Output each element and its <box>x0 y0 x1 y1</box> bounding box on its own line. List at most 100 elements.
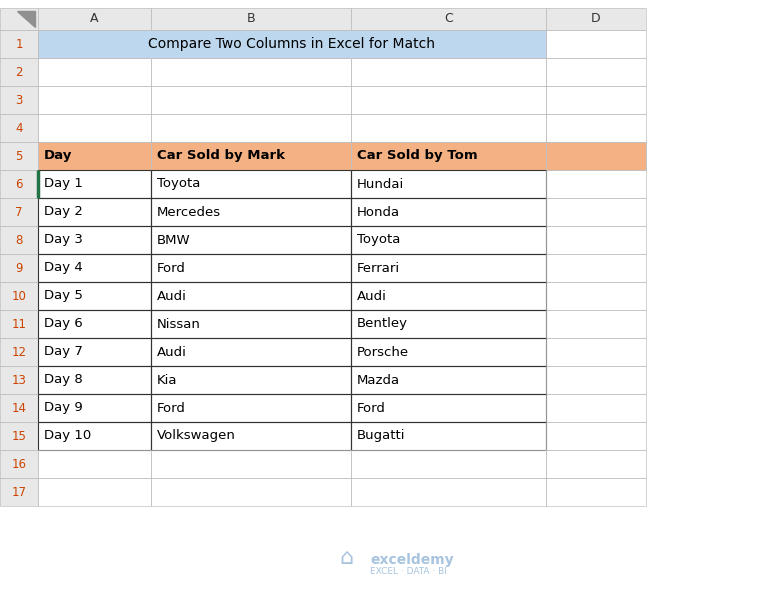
Bar <box>151 422 351 450</box>
Text: Day 9: Day 9 <box>44 402 83 415</box>
Text: 10: 10 <box>12 290 26 303</box>
Bar <box>151 170 351 198</box>
Bar <box>546 114 646 142</box>
Text: 8: 8 <box>15 234 23 247</box>
Text: Ford: Ford <box>157 402 186 415</box>
Text: Audi: Audi <box>357 290 387 303</box>
Bar <box>351 310 546 338</box>
Bar <box>0 58 38 86</box>
Text: 5: 5 <box>15 149 23 162</box>
Bar <box>151 394 351 422</box>
Text: Day: Day <box>44 149 72 162</box>
Bar <box>0 86 38 114</box>
Text: 13: 13 <box>12 373 26 386</box>
Bar <box>38 366 151 394</box>
Bar <box>546 30 646 58</box>
Bar <box>151 450 351 478</box>
Bar <box>0 254 38 282</box>
Text: Day 10: Day 10 <box>44 430 91 442</box>
Bar <box>38 394 151 422</box>
Bar <box>0 198 38 226</box>
Text: 6: 6 <box>15 178 23 191</box>
Bar <box>0 8 38 30</box>
Text: Day 5: Day 5 <box>44 290 83 303</box>
Text: Day 4: Day 4 <box>44 261 83 274</box>
Bar <box>351 198 546 226</box>
Bar <box>0 226 38 254</box>
Bar <box>0 366 38 394</box>
Text: Day 2: Day 2 <box>44 205 83 218</box>
Text: Day 7: Day 7 <box>44 346 83 359</box>
Text: Volkswagen: Volkswagen <box>157 430 236 442</box>
Text: Toyota: Toyota <box>357 234 400 247</box>
Bar <box>0 114 38 142</box>
Bar <box>38 226 151 254</box>
Bar <box>151 226 351 254</box>
Bar <box>151 58 351 86</box>
Text: Porsche: Porsche <box>357 346 409 359</box>
Text: D: D <box>591 12 601 25</box>
Text: Toyota: Toyota <box>157 178 200 191</box>
Bar <box>151 366 351 394</box>
Bar <box>38 254 151 282</box>
Text: Mazda: Mazda <box>357 373 400 386</box>
Bar <box>351 366 546 394</box>
Bar <box>351 142 546 170</box>
Bar <box>546 394 646 422</box>
Bar <box>38 198 151 226</box>
Bar <box>546 310 646 338</box>
Bar <box>0 170 38 198</box>
Text: Bugatti: Bugatti <box>357 430 406 442</box>
Text: Audi: Audi <box>157 290 187 303</box>
Bar <box>351 114 546 142</box>
Bar <box>546 282 646 310</box>
Text: Day 1: Day 1 <box>44 178 83 191</box>
Bar <box>546 8 646 30</box>
Text: Honda: Honda <box>357 205 400 218</box>
Bar <box>38 30 546 58</box>
Text: B: B <box>247 12 255 25</box>
Text: Bentley: Bentley <box>357 317 408 330</box>
Text: 3: 3 <box>15 93 23 107</box>
Bar <box>38 8 151 30</box>
Text: exceldemy: exceldemy <box>370 553 454 567</box>
Bar <box>151 8 351 30</box>
Text: 4: 4 <box>15 122 23 135</box>
Text: 9: 9 <box>15 261 23 274</box>
Bar <box>38 58 151 86</box>
Text: Audi: Audi <box>157 346 187 359</box>
Bar <box>546 478 646 506</box>
Bar <box>151 86 351 114</box>
Bar <box>38 282 151 310</box>
Text: 11: 11 <box>12 317 27 330</box>
Text: 14: 14 <box>12 402 27 415</box>
Bar <box>546 254 646 282</box>
Bar <box>546 338 646 366</box>
Bar <box>151 310 351 338</box>
Bar <box>546 58 646 86</box>
Text: Nissan: Nissan <box>157 317 201 330</box>
Bar <box>38 478 151 506</box>
Bar <box>0 478 38 506</box>
Bar <box>0 142 38 170</box>
Bar <box>351 254 546 282</box>
Bar <box>0 450 38 478</box>
Bar <box>351 450 546 478</box>
Bar <box>151 282 351 310</box>
Bar <box>0 282 38 310</box>
Bar <box>351 8 546 30</box>
Text: Compare Two Columns in Excel for Match: Compare Two Columns in Excel for Match <box>148 37 435 51</box>
Text: Car Sold by Tom: Car Sold by Tom <box>357 149 478 162</box>
Bar <box>0 310 38 338</box>
Bar <box>38 310 151 338</box>
Text: Day 3: Day 3 <box>44 234 83 247</box>
Bar <box>0 30 38 58</box>
Bar <box>0 422 38 450</box>
Text: 2: 2 <box>15 65 23 78</box>
Bar <box>546 366 646 394</box>
Text: 1: 1 <box>15 38 23 51</box>
Bar <box>0 338 38 366</box>
Text: A: A <box>91 12 99 25</box>
Bar <box>151 254 351 282</box>
Text: Ford: Ford <box>357 402 386 415</box>
